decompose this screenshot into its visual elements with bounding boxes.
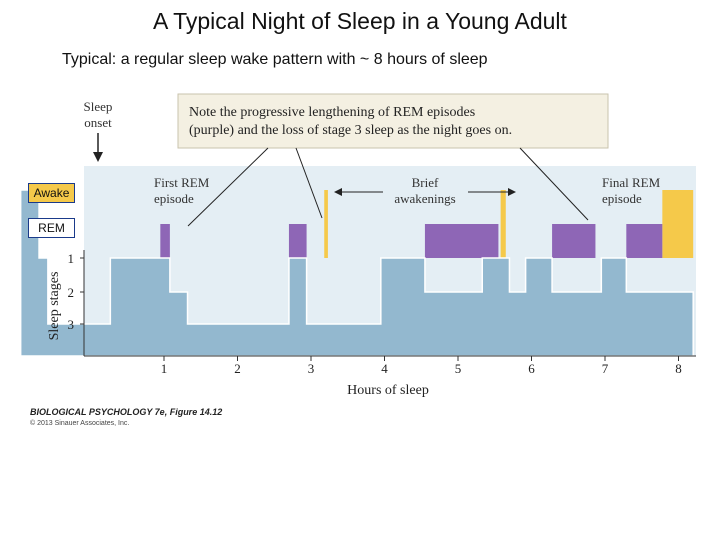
x-tick-label-5: 5 xyxy=(455,361,462,376)
sleep-onset-label-line1: Sleep xyxy=(84,99,113,114)
x-tick-label-8: 8 xyxy=(675,361,682,376)
sleep-onset-label-line2: onset xyxy=(84,115,112,130)
x-tick-label-7: 7 xyxy=(602,361,609,376)
x-tick-label-4: 4 xyxy=(381,361,388,376)
rem-episode-2 xyxy=(288,224,307,258)
page-title: A Typical Night of Sleep in a Young Adul… xyxy=(153,8,567,34)
page-subtitle: Typical: a regular sleep wake pattern wi… xyxy=(62,51,488,68)
y-axis-label: Sleep stages xyxy=(47,272,62,341)
final-rem-label-line1: Final REM xyxy=(602,175,661,190)
rem-state-label: REM xyxy=(28,218,75,238)
note-box xyxy=(177,93,609,149)
rem-episode-1 xyxy=(160,224,170,258)
y-tick-label-2: 2 xyxy=(68,285,75,300)
sleep-depth-area xyxy=(19,189,694,357)
note-pointer-left xyxy=(187,147,269,227)
y-tick-label-3: 3 xyxy=(68,317,75,332)
brief-awakenings-label-line1: Brief xyxy=(412,175,439,190)
first-rem-label-line2: episode xyxy=(154,191,194,206)
x-tick-label-2: 2 xyxy=(234,361,241,376)
x-tick-label-3: 3 xyxy=(308,361,315,376)
x-tick-label-1: 1 xyxy=(161,361,168,376)
note-pointer-right xyxy=(519,147,589,221)
copyright-notice: © 2013 Sinauer Associates, Inc. xyxy=(30,420,130,427)
figure-credit: BIOLOGICAL PSYCHOLOGY 7e, Figure 14.12 xyxy=(30,407,223,417)
x-tick-label-6: 6 xyxy=(528,361,535,376)
brief-arrowhead-left xyxy=(334,188,342,196)
rem-episode-3 xyxy=(424,224,499,258)
awake-state-label: Awake xyxy=(28,183,75,203)
awake-bar-4 xyxy=(662,190,694,258)
brief-arrowhead-right xyxy=(508,188,516,196)
rem-episode-5 xyxy=(626,224,663,258)
note-text-line1: Note the progressive lengthening of REM … xyxy=(189,105,475,120)
x-axis-label: Hours of sleep xyxy=(347,383,429,398)
rem-episode-4 xyxy=(552,224,596,258)
awake-bar-3 xyxy=(500,190,506,258)
first-rem-label-line1: First REM xyxy=(154,175,210,190)
brief-awakenings-label-line2: awakenings xyxy=(394,191,455,206)
sleep-onset-arrowhead xyxy=(93,152,103,162)
note-pointer-middle xyxy=(295,147,323,219)
final-rem-label-line2: episode xyxy=(602,191,642,206)
y-tick-label-1: 1 xyxy=(68,251,75,266)
awake-bar-2 xyxy=(324,190,328,258)
note-text-line2: (purple) and the loss of stage 3 sleep a… xyxy=(189,123,512,138)
